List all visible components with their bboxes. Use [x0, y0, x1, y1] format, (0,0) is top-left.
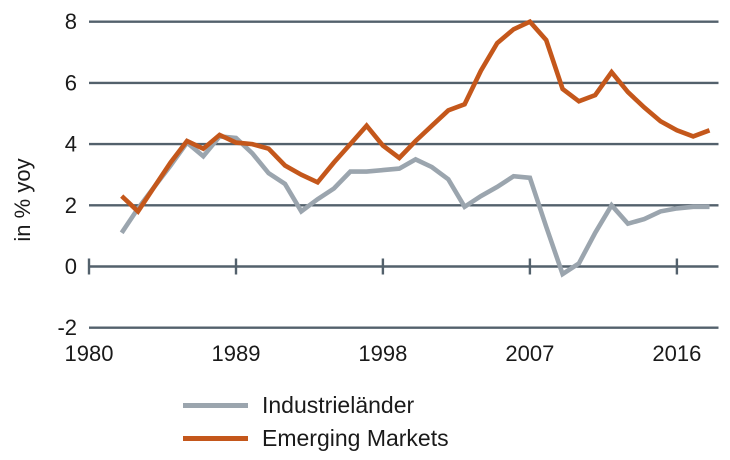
legend-label-industrielaender: Industrieländer	[262, 392, 415, 418]
series-line-emerging-markets	[120, 18, 711, 215]
legend-line-swatch-gray	[183, 402, 248, 408]
x-tick-label: 1980	[65, 341, 114, 366]
y-tick-label: 8	[65, 9, 77, 34]
y-tick-label: 6	[65, 70, 77, 95]
y-tick-label: 4	[65, 132, 77, 157]
legend-label-emerging-markets: Emerging Markets	[262, 425, 449, 451]
y-tick-label: 0	[65, 254, 77, 279]
y-axis-title: in % yoy	[10, 158, 35, 241]
legend-line-swatch-orange	[183, 435, 248, 441]
y-tick-label: -2	[57, 315, 77, 340]
x-tick-label: 1989	[212, 341, 261, 366]
legend: Industrieländer Emerging Markets	[183, 392, 449, 451]
x-tick-label: 1998	[358, 341, 407, 366]
x-tick-label: 2007	[505, 341, 554, 366]
x-tick-label: 2016	[652, 341, 701, 366]
legend-item-industrielaender: Industrieländer	[183, 392, 449, 418]
y-tick-label: 2	[65, 193, 77, 218]
legend-item-emerging-markets: Emerging Markets	[183, 425, 449, 451]
